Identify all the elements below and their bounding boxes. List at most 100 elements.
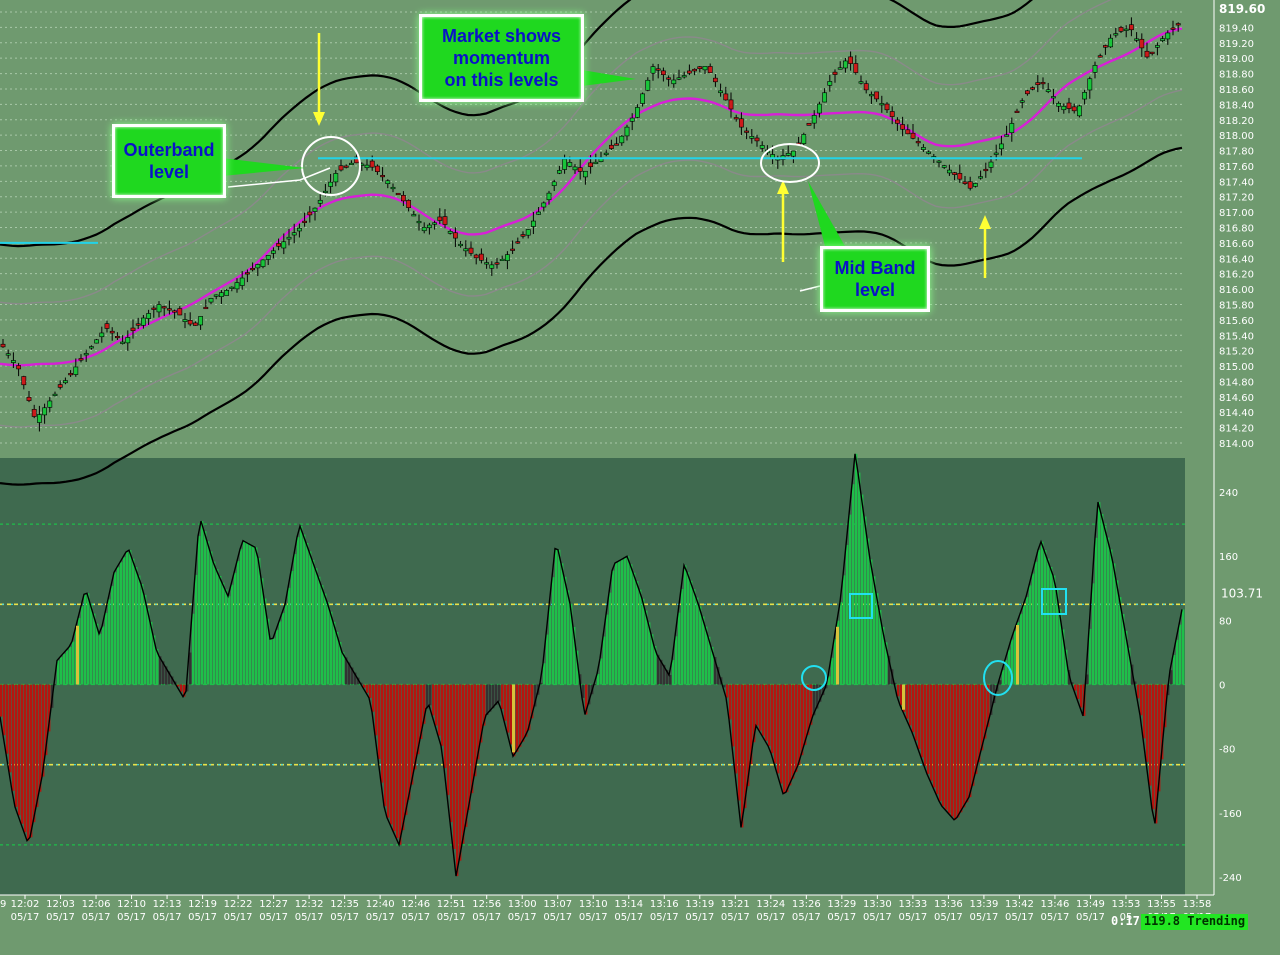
oscillator-bar xyxy=(108,599,111,685)
date-tick-label: 05/17 xyxy=(827,912,856,923)
candle-body xyxy=(463,248,469,252)
oscillator-bar xyxy=(405,684,408,815)
oscillator-bar xyxy=(747,684,750,787)
candle-body xyxy=(1139,38,1145,49)
oscillator-bar xyxy=(807,684,810,735)
oscillator-bar xyxy=(117,567,120,685)
candle-body xyxy=(11,360,16,363)
oscillator-bar xyxy=(1170,670,1173,685)
oscillator-bar xyxy=(186,684,189,692)
oscillator-bar xyxy=(693,589,696,685)
candle-body xyxy=(182,319,188,322)
time-tick-label: 13:30 xyxy=(863,899,892,910)
oscillator-bar xyxy=(393,684,396,832)
oscillator-bar xyxy=(285,604,288,685)
oscillator-bar xyxy=(897,684,900,697)
candle-body xyxy=(816,103,822,114)
time-tick-label: 13:49 xyxy=(1076,899,1105,910)
candle-body xyxy=(1113,33,1119,36)
date-tick-label: 05/17 xyxy=(898,912,927,923)
oscillator-bar xyxy=(267,618,270,685)
price-tick-label: 818.00 xyxy=(1219,131,1254,142)
oscillator-bar xyxy=(624,557,627,685)
oscillator-bar xyxy=(801,684,804,756)
oscillator-bar xyxy=(1143,684,1146,739)
candle-body xyxy=(822,92,827,103)
last-price-label: 819.60 xyxy=(1219,2,1265,16)
oscillator-bar xyxy=(780,684,783,784)
cyan-cross-circle xyxy=(801,665,827,691)
oscillator-bar xyxy=(54,684,57,686)
candle-body xyxy=(660,70,666,75)
oscillator-bar xyxy=(960,684,963,813)
candle-body xyxy=(312,207,318,212)
midband-callout-line2: level xyxy=(854,280,896,300)
oscillator-bar xyxy=(48,684,51,732)
candle-body xyxy=(941,165,947,168)
oscillator-bar xyxy=(432,684,435,716)
oscillator-bar xyxy=(66,650,69,685)
oscillator-bar xyxy=(657,654,660,685)
candle-body xyxy=(1175,23,1181,26)
oscillator-bar xyxy=(639,589,642,685)
oscillator-bar xyxy=(441,684,444,746)
oscillator-bar xyxy=(744,684,747,809)
candle-body xyxy=(900,124,905,130)
time-tick-label: 12:40 xyxy=(366,899,395,910)
oscillator-bar xyxy=(150,621,153,685)
candle-body xyxy=(120,341,125,344)
oscillator-bar xyxy=(39,684,42,792)
oscillator-bar xyxy=(219,575,222,685)
candle-body xyxy=(593,161,599,164)
price-tick-label: 819.40 xyxy=(1219,23,1254,34)
oscillator-bar xyxy=(501,684,504,710)
candle-body xyxy=(73,366,79,375)
time-tick-label: 13:29 xyxy=(827,899,856,910)
candle-body xyxy=(567,162,573,167)
yellow-arrow-head xyxy=(313,112,325,126)
oscillator-bar xyxy=(390,684,393,825)
time-tick-label: 13:14 xyxy=(614,899,643,910)
price-tick-label: 817.40 xyxy=(1219,177,1254,188)
oscillator-bar xyxy=(1122,613,1125,685)
candle-body xyxy=(1092,65,1098,73)
oscillator-bar xyxy=(885,642,888,685)
candle-body xyxy=(0,343,6,348)
date-tick-label: 05/17 xyxy=(11,912,40,923)
oscillator-bar xyxy=(879,610,882,685)
midband-callout-tail xyxy=(808,181,846,250)
oscillator-bar xyxy=(606,614,609,685)
candle-body xyxy=(624,126,630,137)
time-tick-label: 13:53 xyxy=(1112,899,1141,910)
oscillator-bar xyxy=(429,684,432,706)
candle-body xyxy=(806,122,812,126)
oscillator-bar xyxy=(735,684,738,774)
oscillator-bar xyxy=(1161,684,1164,760)
oscillator-bar xyxy=(318,576,321,685)
time-tick-label: 12:19 xyxy=(188,899,217,910)
oscillator-bar xyxy=(603,636,606,685)
oscillator-bar xyxy=(213,561,216,685)
candle-body xyxy=(671,79,677,85)
date-tick-label: 05/17 xyxy=(82,912,111,923)
candle-body xyxy=(57,384,63,388)
price-tick-label: 819.00 xyxy=(1219,54,1254,65)
candle-body xyxy=(1155,45,1160,48)
oscillator-bar xyxy=(84,594,87,685)
oscillator-tick-label: 80 xyxy=(1219,616,1232,627)
candle-body xyxy=(406,199,411,208)
oscillator-bar xyxy=(216,569,219,685)
oscillator-bar xyxy=(465,684,468,827)
candle-body xyxy=(874,91,879,100)
candle-body xyxy=(78,358,84,361)
time-tick-label: 12:10 xyxy=(117,899,146,910)
candle-body xyxy=(400,195,406,202)
candle-body xyxy=(536,211,541,215)
oscillator-bar xyxy=(1164,684,1167,728)
oscillator-bar xyxy=(864,516,867,685)
candle-body xyxy=(811,115,817,124)
candle-body xyxy=(712,77,718,83)
oscillator-bar xyxy=(1059,609,1062,685)
candle-body xyxy=(957,173,963,180)
candle-body xyxy=(276,243,281,247)
